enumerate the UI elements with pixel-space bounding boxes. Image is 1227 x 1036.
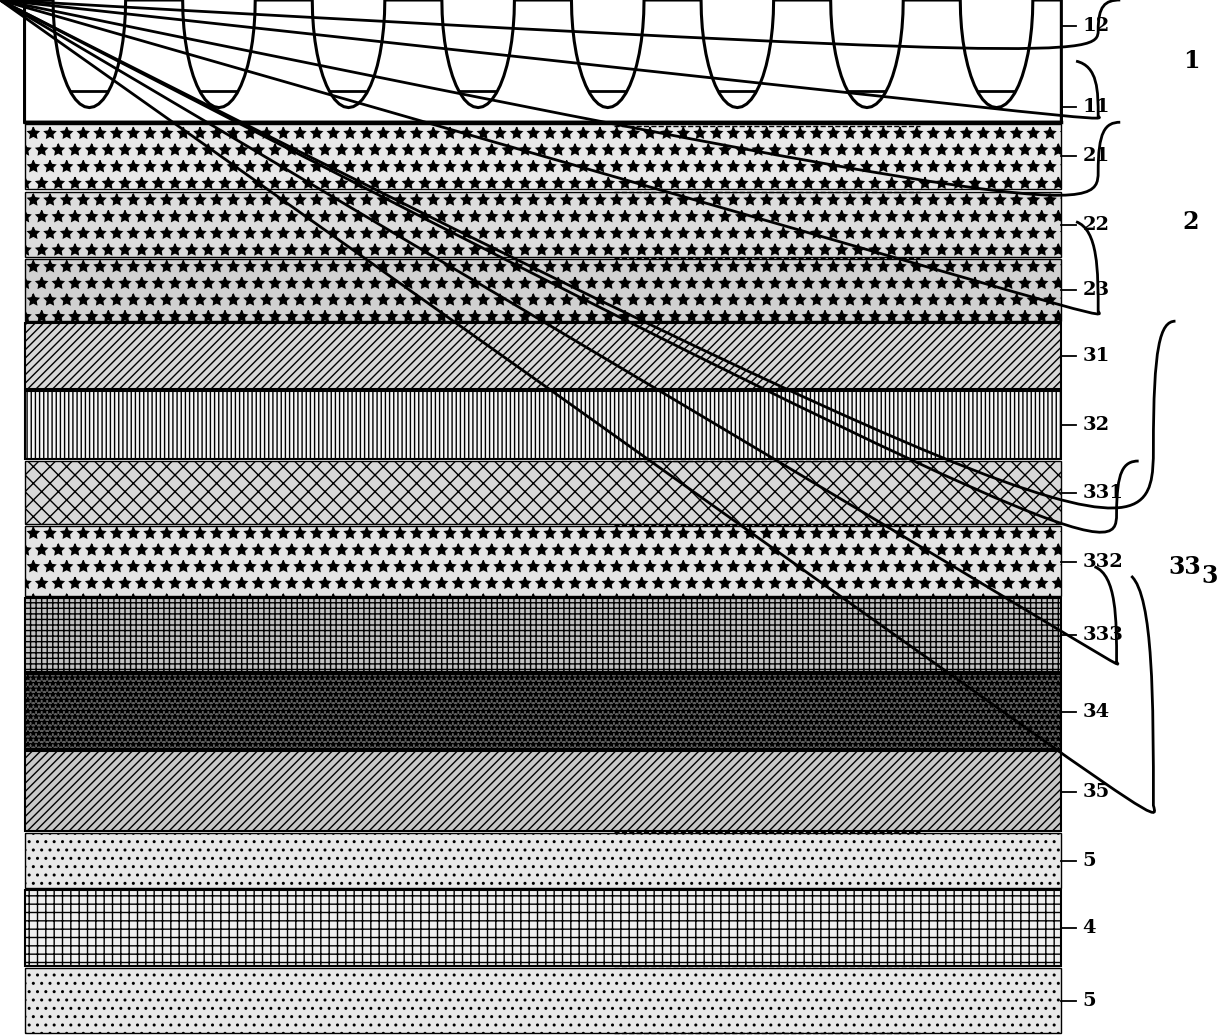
- Polygon shape: [25, 0, 1061, 122]
- Text: 33: 33: [1168, 554, 1201, 579]
- Text: 333: 333: [1082, 626, 1123, 644]
- Text: 32: 32: [1082, 415, 1109, 434]
- Text: 22: 22: [1082, 215, 1109, 234]
- Text: 1: 1: [1183, 49, 1199, 74]
- Bar: [25, 391, 1061, 459]
- Bar: [25, 968, 1061, 1033]
- Bar: [25, 833, 1061, 888]
- Text: 11: 11: [1082, 97, 1109, 116]
- Text: 332: 332: [1082, 552, 1123, 571]
- Text: 3: 3: [1201, 564, 1217, 588]
- Bar: [25, 674, 1061, 749]
- Text: 21: 21: [1082, 147, 1109, 166]
- Bar: [25, 598, 1061, 672]
- Text: 31: 31: [1082, 347, 1109, 366]
- Text: 34: 34: [1082, 702, 1109, 721]
- Text: 23: 23: [1082, 281, 1109, 299]
- Bar: [25, 526, 1061, 596]
- Text: 5: 5: [1082, 852, 1096, 870]
- Bar: [25, 259, 1061, 321]
- Bar: [25, 124, 1061, 189]
- Text: 12: 12: [1082, 17, 1109, 35]
- Bar: [25, 91, 1061, 122]
- Text: 5: 5: [1082, 991, 1096, 1010]
- Text: 35: 35: [1082, 782, 1109, 801]
- Text: 4: 4: [1082, 919, 1096, 938]
- Bar: [25, 323, 1061, 388]
- Text: 331: 331: [1082, 484, 1123, 502]
- Bar: [25, 461, 1061, 524]
- Bar: [25, 890, 1061, 966]
- Text: 2: 2: [1183, 209, 1199, 234]
- Bar: [25, 192, 1061, 257]
- Bar: [25, 751, 1061, 831]
